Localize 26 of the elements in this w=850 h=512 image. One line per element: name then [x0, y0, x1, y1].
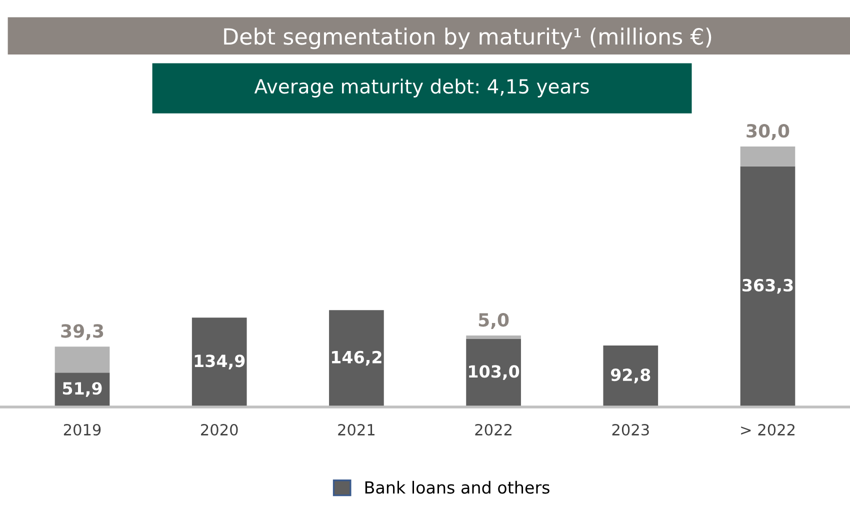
x-tick-label: > 2022 — [741, 424, 794, 436]
x-tick-label: 2023 — [612, 424, 649, 436]
bar — [466, 335, 521, 339]
data-label: 5,0 — [478, 313, 509, 329]
data-label: 103,0 — [469, 365, 520, 380]
data-label: 92,8 — [610, 368, 650, 384]
x-tick-label: 2021 — [338, 424, 374, 436]
x-tick-label: 2020 — [201, 424, 238, 436]
legend-label: Bank loans and others — [365, 480, 550, 494]
data-label: 363,3 — [742, 278, 793, 294]
chart-title: Debt segmentation by maturity¹ (millions €) — [224, 28, 712, 50]
data-label: 51,9 — [62, 382, 102, 397]
data-label: 30,0 — [746, 124, 790, 140]
bar — [329, 310, 384, 408]
bar — [192, 318, 247, 408]
x-tick-label: 2022 — [475, 424, 512, 436]
bar — [466, 338, 521, 408]
data-label: 134,9 — [194, 354, 245, 370]
chart-subtitle: Average maturity debt: 4,15 years — [254, 78, 589, 98]
bar — [54, 346, 110, 373]
bar — [740, 146, 796, 166]
data-label: 146,2 — [332, 350, 382, 366]
x-tick-label: 2019 — [64, 424, 101, 436]
bar — [740, 166, 796, 408]
data-label: 39,3 — [61, 324, 104, 340]
bar — [603, 346, 658, 408]
